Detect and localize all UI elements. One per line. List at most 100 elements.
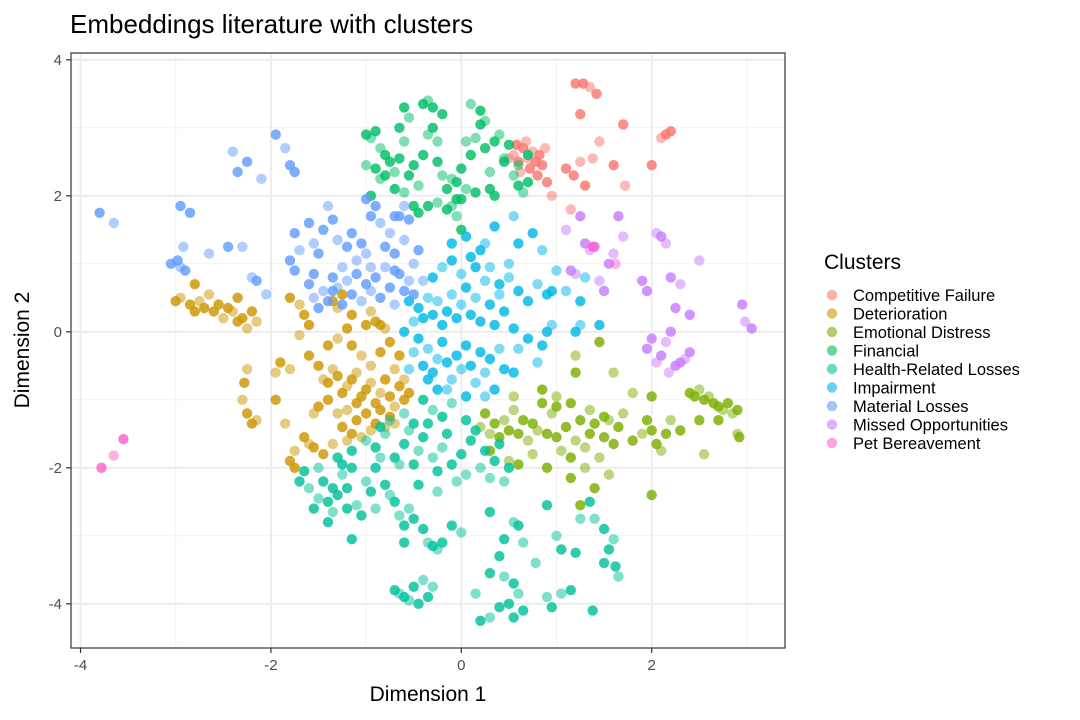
data-point <box>275 357 286 368</box>
data-point <box>589 418 600 429</box>
data-point <box>337 262 348 273</box>
data-point <box>399 394 410 405</box>
data-point <box>460 415 472 426</box>
data-point <box>684 309 695 320</box>
data-point <box>356 510 367 521</box>
legend-label: Deterioration <box>853 306 947 324</box>
data-point <box>322 496 334 507</box>
data-point <box>598 432 610 443</box>
data-point <box>341 483 353 494</box>
data-point <box>503 425 515 436</box>
data-point <box>422 591 434 603</box>
legend-label: Material Losses <box>853 398 969 416</box>
data-point <box>637 275 648 286</box>
data-point <box>494 279 505 290</box>
data-point <box>470 187 481 198</box>
data-point <box>499 364 510 375</box>
data-point <box>470 292 481 303</box>
data-point <box>389 248 400 259</box>
data-point <box>694 415 705 426</box>
data-point <box>484 353 496 365</box>
data-point <box>346 428 357 439</box>
data-point <box>422 200 434 212</box>
data-point <box>346 534 357 545</box>
data-point <box>437 537 448 548</box>
data-point <box>484 183 496 195</box>
data-point <box>613 571 624 582</box>
data-point <box>575 319 586 331</box>
data-point <box>646 391 657 402</box>
data-point <box>441 384 453 395</box>
data-point <box>389 211 400 222</box>
legend-key <box>826 363 838 375</box>
data-point <box>627 387 638 399</box>
data-point <box>218 313 229 324</box>
data-point <box>408 258 419 269</box>
data-point <box>551 530 562 541</box>
data-point <box>465 149 476 161</box>
data-point <box>522 435 534 446</box>
y-tick-label: 0 <box>54 324 62 341</box>
data-point <box>418 432 429 443</box>
data-point <box>341 275 353 286</box>
data-point <box>384 415 396 426</box>
data-point <box>413 302 424 314</box>
data-point <box>413 445 424 456</box>
data-point <box>418 313 429 324</box>
data-point <box>537 340 548 351</box>
data-point <box>365 211 377 222</box>
data-point <box>346 445 357 456</box>
data-point <box>670 302 681 314</box>
data-point <box>637 428 648 439</box>
data-point <box>665 126 676 137</box>
data-point <box>618 119 629 130</box>
data-point <box>318 224 329 235</box>
data-point <box>446 459 457 470</box>
y-tick-label: -2 <box>49 460 62 477</box>
data-point <box>332 234 343 246</box>
data-point <box>734 432 745 443</box>
data-point <box>479 143 491 154</box>
data-point <box>389 299 400 310</box>
data-point <box>384 489 396 501</box>
data-point <box>280 418 291 429</box>
data-point <box>446 374 457 385</box>
data-point <box>546 319 557 331</box>
data-point <box>380 241 391 252</box>
data-point <box>303 483 315 494</box>
data-point <box>522 296 534 307</box>
legend-key <box>826 437 838 449</box>
data-point <box>446 200 457 212</box>
data-point <box>489 384 500 395</box>
data-point <box>408 316 419 327</box>
plot-border <box>70 52 786 649</box>
data-point <box>494 289 505 300</box>
data-point <box>641 343 653 354</box>
data-point <box>489 455 500 467</box>
data-point <box>437 319 448 331</box>
data-point <box>565 472 576 484</box>
data-point <box>722 398 734 409</box>
data-point <box>575 109 586 120</box>
data-point <box>313 493 324 504</box>
data-point <box>237 241 248 252</box>
data-point <box>518 187 529 198</box>
data-point <box>575 513 586 524</box>
data-point <box>456 194 467 205</box>
data-point <box>284 255 296 266</box>
data-point <box>351 268 362 280</box>
data-point <box>284 292 296 303</box>
data-point <box>475 615 486 626</box>
data-point <box>479 367 491 378</box>
data-point <box>360 319 372 331</box>
data-point <box>289 265 300 276</box>
data-point <box>660 238 672 249</box>
data-point <box>570 435 581 446</box>
data-point <box>351 255 362 266</box>
data-point <box>475 105 486 117</box>
data-point <box>568 170 579 181</box>
data-point <box>508 170 519 181</box>
data-point <box>587 605 598 616</box>
data-point <box>575 211 586 222</box>
data-point <box>508 323 519 334</box>
